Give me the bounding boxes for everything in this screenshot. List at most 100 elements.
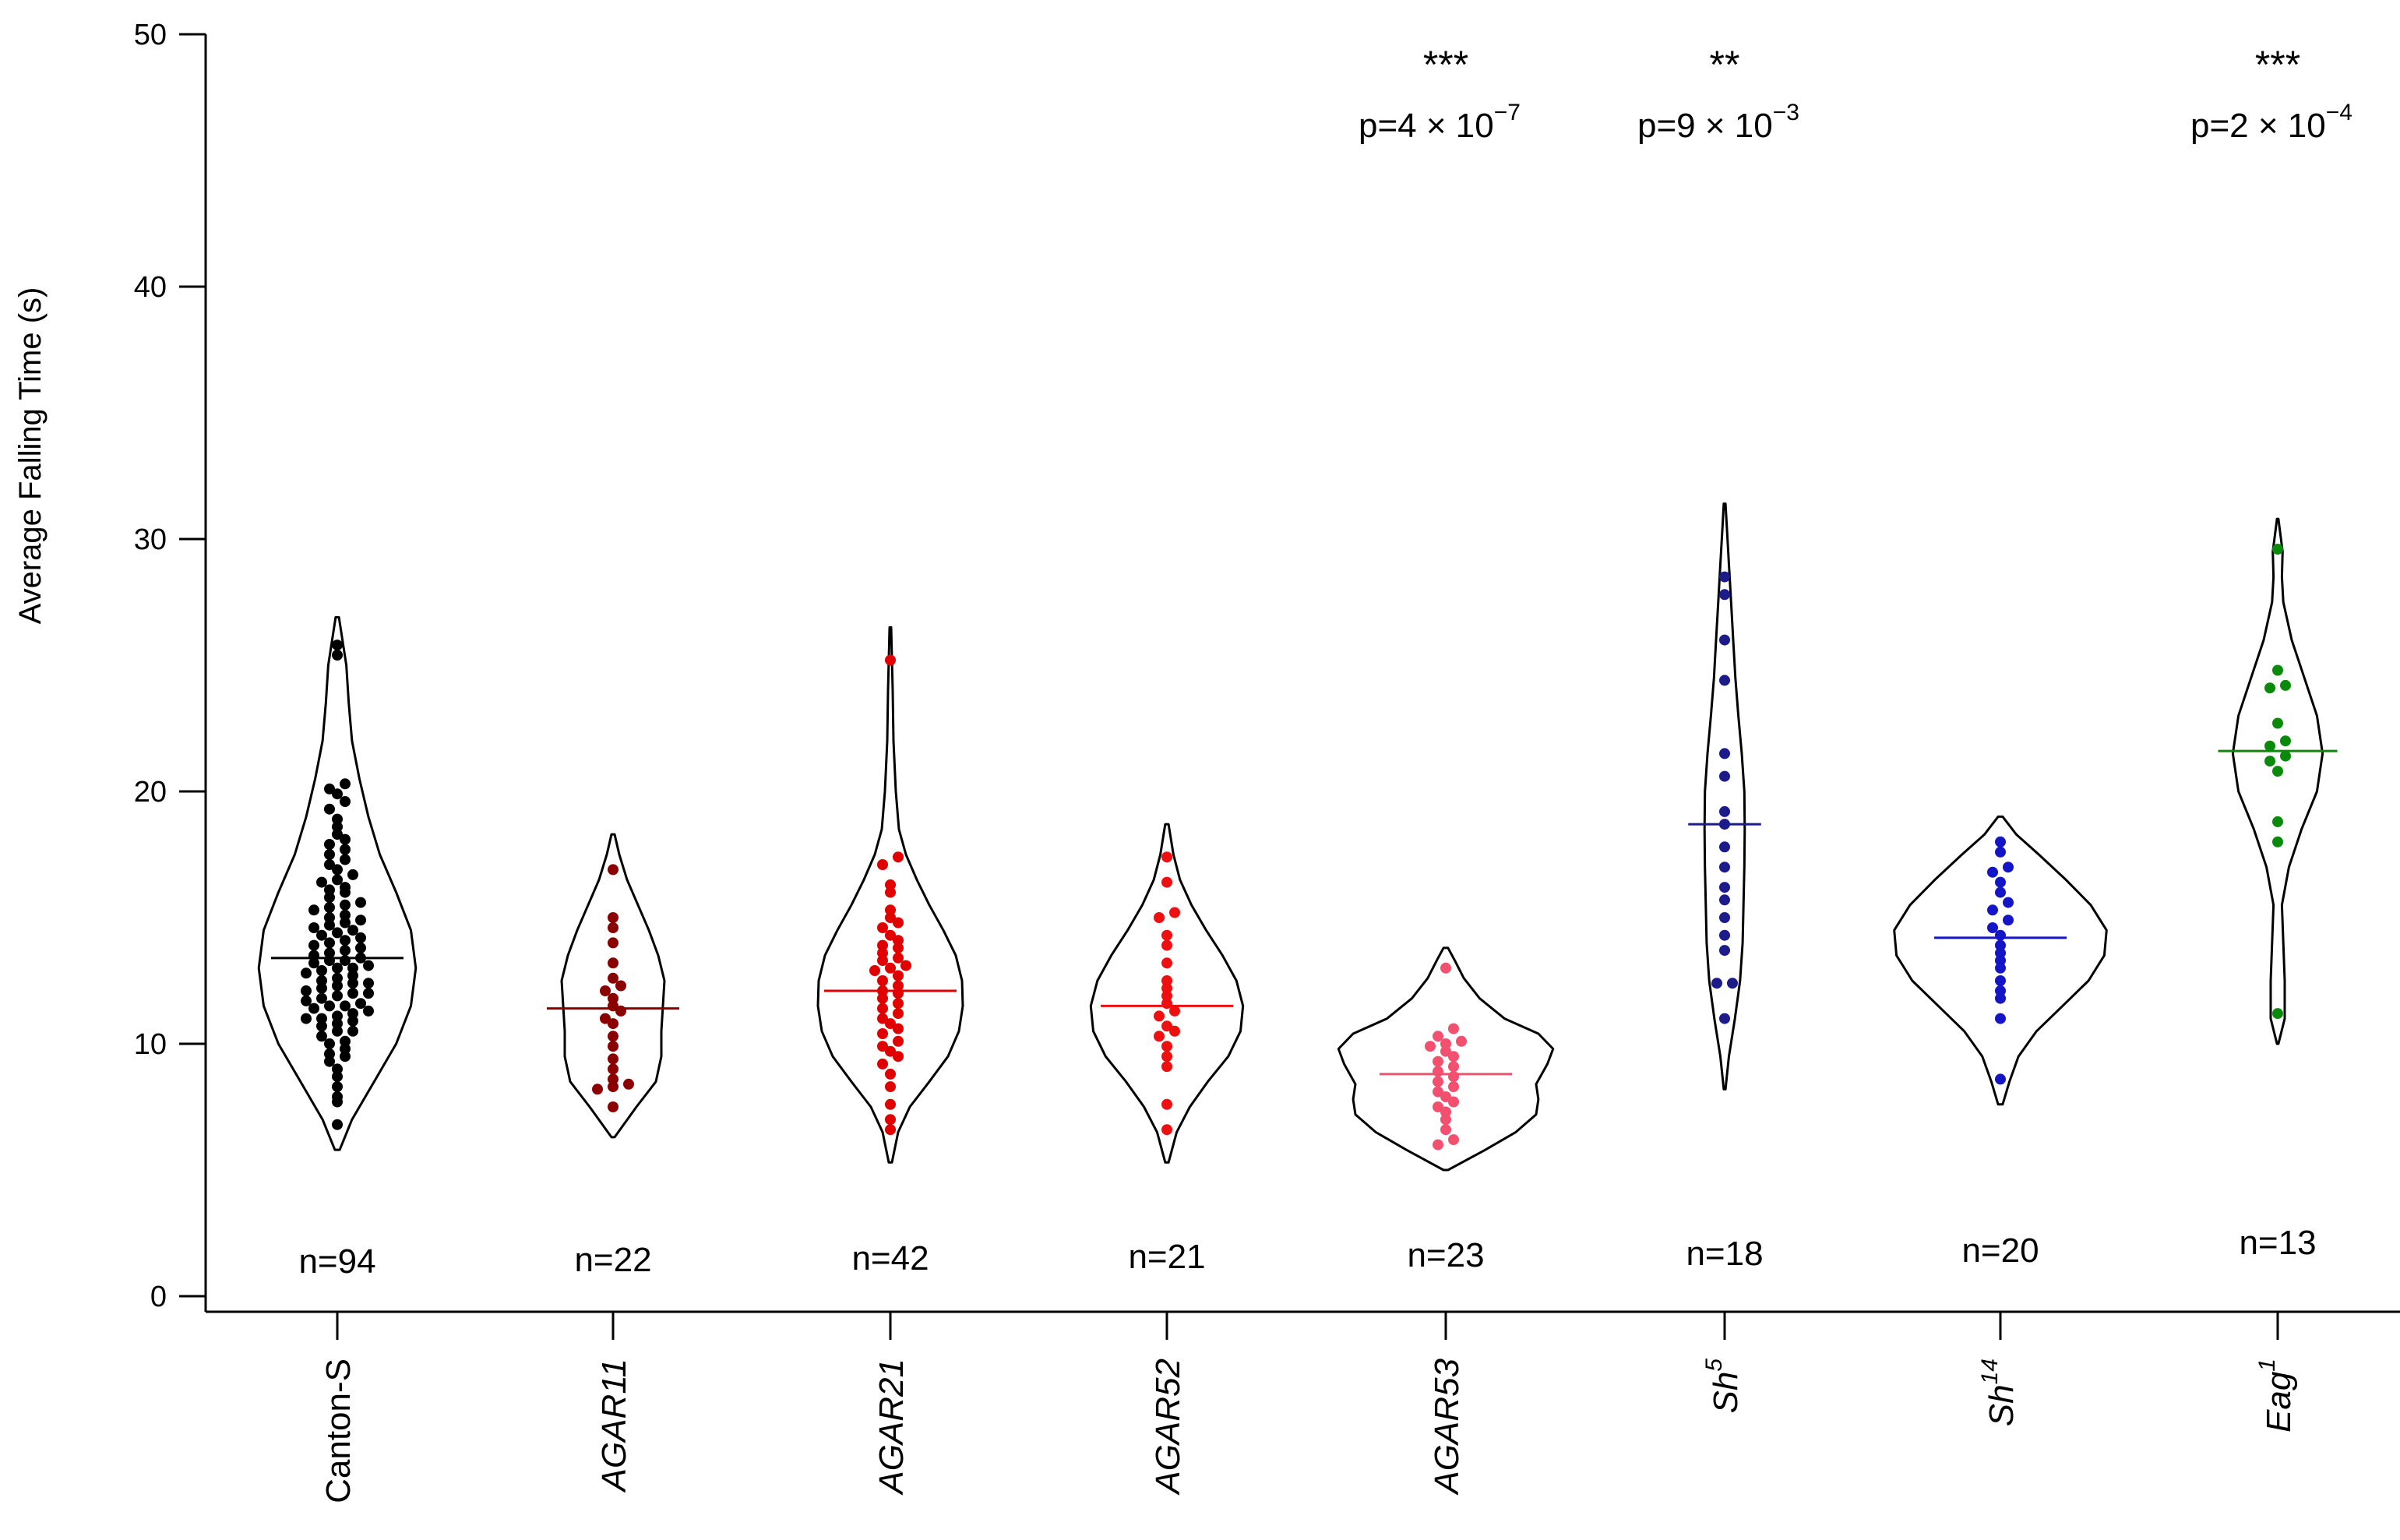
data-point	[340, 917, 351, 929]
data-point	[1987, 904, 1998, 916]
significance-stars: **	[1710, 43, 1740, 86]
data-point	[340, 1035, 351, 1047]
data-point	[340, 1051, 351, 1062]
violin-outline	[1337, 946, 1555, 1172]
category-name: Sh	[1707, 1372, 1745, 1414]
data-point	[1161, 975, 1172, 986]
data-point	[1448, 1096, 1459, 1108]
data-point	[608, 1041, 619, 1052]
category-name: AGAR53	[1428, 1358, 1466, 1496]
data-point	[877, 975, 888, 986]
data-point	[885, 1124, 896, 1136]
data-point	[340, 854, 351, 865]
data-point	[301, 967, 312, 979]
sample-size-label: n=42	[851, 1239, 929, 1277]
data-point	[1161, 1098, 1172, 1110]
significance-stars: ***	[1423, 43, 1468, 86]
data-point	[332, 927, 343, 939]
y-axis-title: Average Falling Time (s)	[13, 287, 48, 625]
violin-outline	[257, 615, 418, 1151]
data-point	[2272, 766, 2283, 777]
data-point	[316, 982, 327, 994]
data-point	[2272, 544, 2283, 555]
data-point	[1719, 929, 1730, 941]
data-point	[1719, 912, 1730, 923]
data-point	[332, 1063, 343, 1075]
data-point	[2264, 740, 2275, 752]
violin-outline	[816, 626, 964, 1164]
data-point	[1161, 1020, 1172, 1032]
data-point	[1995, 1013, 2006, 1024]
data-point	[332, 821, 343, 833]
data-point	[877, 859, 888, 870]
data-point	[608, 1018, 619, 1030]
median-lines	[271, 749, 2338, 1076]
data-point	[1719, 1013, 1730, 1024]
data-point	[1433, 1086, 1443, 1098]
category-label: Sh14	[1977, 1359, 2021, 1426]
data-point	[1995, 975, 2006, 986]
data-point	[1169, 907, 1180, 918]
data-point	[340, 796, 351, 807]
data-point	[316, 876, 327, 888]
data-point	[324, 1038, 335, 1049]
data-point	[1987, 866, 1998, 878]
data-point	[1995, 962, 2006, 974]
data-point	[324, 937, 335, 949]
data-point	[332, 1010, 343, 1022]
data-point	[608, 1063, 619, 1075]
data-point	[340, 882, 351, 893]
data-point	[608, 1073, 619, 1085]
data-point	[347, 962, 358, 974]
data-point	[332, 972, 343, 984]
data-point	[1161, 1051, 1172, 1062]
data-point	[885, 1045, 896, 1057]
category-name: AGAR21	[872, 1359, 911, 1496]
category-name: AGAR52	[1149, 1359, 1187, 1496]
data-point	[1161, 929, 1172, 941]
data-point	[340, 1000, 351, 1012]
data-point	[1719, 748, 1730, 759]
data-point	[1154, 1010, 1165, 1022]
data-point	[324, 803, 335, 815]
data-point	[340, 935, 351, 946]
data-point	[308, 904, 319, 916]
data-point	[1448, 1134, 1459, 1146]
data-point	[1440, 1106, 1451, 1118]
data-point	[893, 1051, 904, 1062]
data-point	[900, 960, 911, 971]
data-point	[347, 925, 358, 936]
data-point	[355, 942, 366, 953]
category-label: AGAR21	[872, 1359, 911, 1496]
data-point	[355, 998, 366, 1010]
data-point	[2003, 897, 2014, 908]
sample-size-label: n=22	[574, 1241, 651, 1279]
data-point	[1448, 1081, 1459, 1093]
data-point	[324, 892, 335, 904]
data-point	[316, 992, 327, 1004]
data-point	[1727, 978, 1738, 989]
data-point	[608, 922, 619, 933]
data-point	[885, 912, 896, 923]
chart-labels: n=94 Canton-S n=22 AGAR11 n=42 AGAR21 n=21 AGAR…	[298, 43, 2352, 1503]
data-point	[1440, 962, 1451, 974]
y-tick-label: 30	[134, 523, 167, 556]
data-point	[347, 1015, 358, 1027]
data-point	[332, 1025, 343, 1037]
data-point	[347, 978, 358, 989]
data-point	[2272, 816, 2283, 827]
data-point	[893, 935, 904, 946]
data-point	[308, 922, 319, 933]
violins	[257, 502, 2324, 1172]
data-point	[877, 1028, 888, 1039]
data-point	[1433, 1076, 1443, 1087]
data-point	[1995, 985, 2006, 996]
data-point	[885, 879, 896, 890]
data-point	[877, 1058, 888, 1070]
data-point	[893, 1035, 904, 1047]
data-point	[1995, 929, 2006, 941]
data-point	[308, 1003, 319, 1014]
data-point	[324, 912, 335, 923]
data-point	[1448, 1023, 1459, 1034]
